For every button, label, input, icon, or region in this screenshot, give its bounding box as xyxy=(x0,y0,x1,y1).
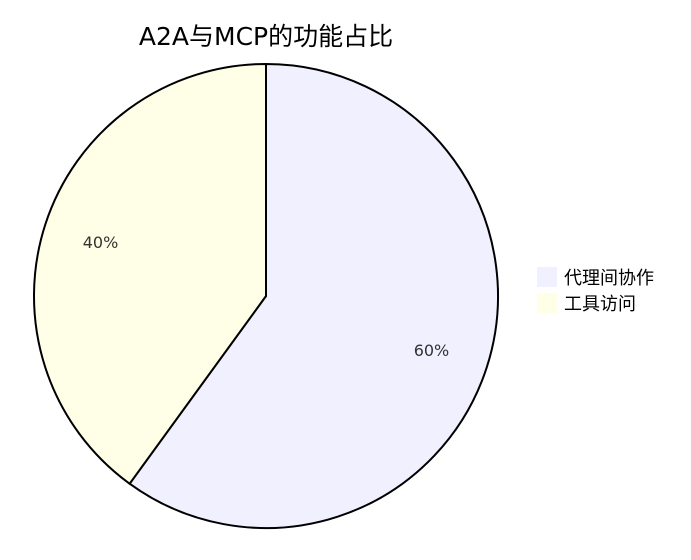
slice-label-0: 60% xyxy=(414,341,450,360)
pie-slice-1 xyxy=(33,62,267,486)
legend-swatch-1 xyxy=(537,293,557,313)
legend-label-1: 工具访问 xyxy=(564,294,636,315)
chart-title: A2A与MCP的功能占比 xyxy=(139,22,393,51)
legend-swatch-0 xyxy=(537,267,557,287)
legend-label-0: 代理间协作 xyxy=(564,268,654,289)
slice-labels: 60% 40% xyxy=(83,233,450,360)
pie-slice-0 xyxy=(128,62,499,529)
pie-slices xyxy=(33,62,499,529)
slice-label-1: 40% xyxy=(83,233,119,252)
